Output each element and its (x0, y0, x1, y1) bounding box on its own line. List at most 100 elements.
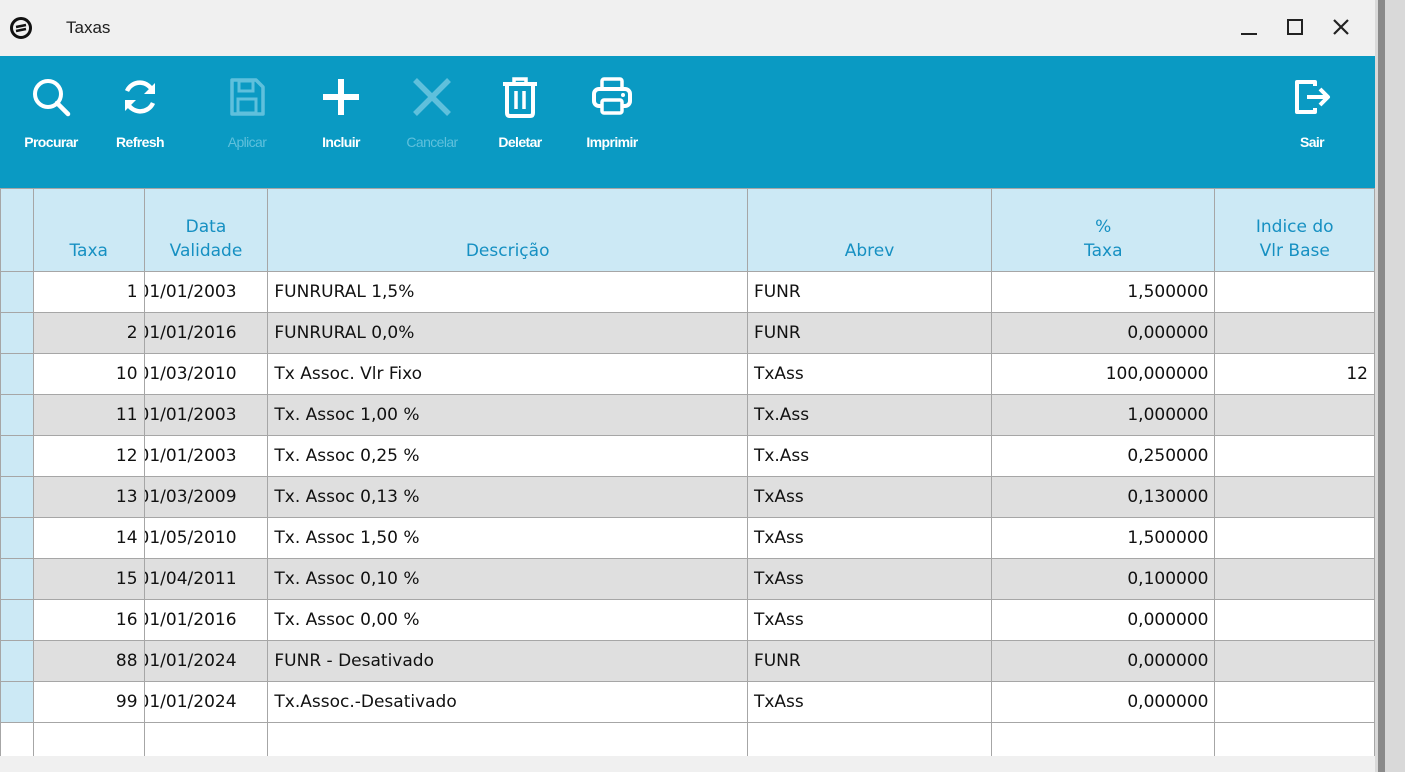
cell-abrev[interactable]: Tx.Ass (746, 435, 993, 477)
new-row[interactable] (0, 722, 1375, 756)
cell-pct[interactable]: 1,500000 (991, 271, 1216, 313)
maximize-button[interactable] (1278, 10, 1312, 44)
row-selector[interactable] (0, 722, 34, 756)
cell-abrev[interactable]: TxAss (746, 353, 993, 395)
delete-button[interactable]: Deletar (484, 56, 556, 188)
cell-data[interactable]: 01/01/2003 (143, 394, 269, 436)
search-button[interactable]: Procurar (12, 56, 90, 188)
cell-pct[interactable]: 0,000000 (991, 640, 1216, 682)
cell-indice[interactable] (1214, 394, 1375, 436)
cell-descricao[interactable]: Tx. Assoc 1,00 % (267, 394, 748, 436)
cell-data[interactable]: 01/01/2016 (143, 312, 269, 354)
cell-abrev[interactable]: TxAss (746, 517, 993, 559)
table-row[interactable]: 99 01/01/2024 Tx.Assoc.-Desativado TxAss 0,0… (0, 681, 1375, 723)
cell-indice[interactable] (1214, 640, 1375, 682)
cell-indice[interactable] (1214, 271, 1375, 313)
column-header-descricao[interactable]: Descrição (267, 188, 748, 272)
apply-button[interactable]: Aplicar (212, 56, 282, 188)
cell-descricao[interactable]: FUNRURAL 0,0% (267, 312, 748, 354)
cell-taxa[interactable]: 88 (32, 640, 145, 682)
table-row[interactable]: 14 01/05/2010 Tx. Assoc 1,50 % TxAss 1,50000… (0, 517, 1375, 559)
cell-pct[interactable]: 0,000000 (991, 599, 1216, 641)
table-row[interactable]: 88 01/01/2024 FUNR - Desativado FUNR 0,00000… (0, 640, 1375, 682)
table-row[interactable]: 16 01/01/2016 Tx. Assoc 0,00 % TxAss 0,00000… (0, 599, 1375, 641)
table-row[interactable]: 10 01/03/2010 Tx Assoc. Vlr Fixo TxAss 100,0… (0, 353, 1375, 395)
cell-abrev[interactable]: Tx.Ass (746, 394, 993, 436)
add-button[interactable]: Incluir (306, 56, 376, 188)
cell-abrev[interactable]: FUNR (746, 271, 993, 313)
cell-taxa[interactable]: 99 (32, 681, 145, 723)
cell-data[interactable]: 01/01/2016 (143, 599, 269, 641)
cell-abrev[interactable]: TxAss (746, 558, 993, 600)
cell-taxa[interactable]: 15 (32, 558, 145, 600)
cell-pct[interactable] (991, 722, 1216, 756)
cell-taxa[interactable]: 12 (32, 435, 145, 477)
cell-data[interactable]: 01/04/2011 (143, 558, 269, 600)
row-selector[interactable] (0, 476, 34, 518)
table-row[interactable]: 12 01/01/2003 Tx. Assoc 0,25 % Tx.Ass 0,2500… (0, 435, 1375, 477)
cell-descricao[interactable]: Tx. Assoc 0,13 % (267, 476, 748, 518)
cell-indice[interactable] (1214, 312, 1375, 354)
table-row[interactable]: 1 01/01/2003 FUNRURAL 1,5% FUNR 1,500000 (0, 271, 1375, 313)
exit-button[interactable]: Sair (1284, 56, 1340, 188)
minimize-button[interactable] (1232, 10, 1266, 44)
column-header-indice-vlr-base[interactable]: Indice do Vlr Base (1214, 188, 1375, 272)
cell-abrev[interactable]: FUNR (746, 312, 993, 354)
cell-data[interactable] (143, 722, 269, 756)
row-selector[interactable] (0, 394, 34, 436)
column-header-data-validade[interactable]: Data Validade (143, 188, 269, 272)
cell-descricao[interactable]: FUNRURAL 1,5% (267, 271, 748, 313)
cell-pct[interactable]: 100,000000 (991, 353, 1216, 395)
cell-taxa[interactable]: 14 (32, 517, 145, 559)
cell-data[interactable]: 01/03/2010 (143, 353, 269, 395)
row-selector[interactable] (0, 517, 34, 559)
cell-descricao[interactable]: Tx. Assoc 1,50 % (267, 517, 748, 559)
cell-indice[interactable] (1214, 476, 1375, 518)
row-selector[interactable] (0, 681, 34, 723)
cell-indice[interactable] (1214, 599, 1375, 641)
table-row[interactable]: 11 01/01/2003 Tx. Assoc 1,00 % Tx.Ass 1,0000… (0, 394, 1375, 436)
cell-indice[interactable] (1214, 681, 1375, 723)
cell-descricao[interactable]: Tx. Assoc 0,10 % (267, 558, 748, 600)
cell-pct[interactable]: 1,500000 (991, 517, 1216, 559)
cell-data[interactable]: 01/01/2003 (143, 435, 269, 477)
cell-descricao[interactable] (267, 722, 748, 756)
row-selector[interactable] (0, 271, 34, 313)
cell-descricao[interactable]: Tx. Assoc 0,25 % (267, 435, 748, 477)
column-header-abrev[interactable]: Abrev (746, 188, 993, 272)
cell-pct[interactable]: 0,000000 (991, 312, 1216, 354)
cell-taxa[interactable]: 2 (32, 312, 145, 354)
cell-abrev[interactable]: TxAss (746, 476, 993, 518)
cell-data[interactable]: 01/03/2009 (143, 476, 269, 518)
cell-pct[interactable]: 0,130000 (991, 476, 1216, 518)
cell-taxa[interactable]: 1 (32, 271, 145, 313)
column-header-percent-taxa[interactable]: % Taxa (991, 188, 1216, 272)
row-selector[interactable] (0, 558, 34, 600)
cell-indice[interactable] (1214, 558, 1375, 600)
cell-taxa[interactable]: 13 (32, 476, 145, 518)
cell-taxa[interactable] (32, 722, 145, 756)
cell-abrev[interactable]: TxAss (746, 599, 993, 641)
row-selector[interactable] (0, 640, 34, 682)
cell-taxa[interactable]: 11 (32, 394, 145, 436)
cell-descricao[interactable]: FUNR - Desativado (267, 640, 748, 682)
cell-descricao[interactable]: Tx. Assoc 0,00 % (267, 599, 748, 641)
cell-taxa[interactable]: 16 (32, 599, 145, 641)
row-selector[interactable] (0, 312, 34, 354)
cell-data[interactable]: 01/05/2010 (143, 517, 269, 559)
cell-indice[interactable] (1214, 722, 1375, 756)
cell-pct[interactable]: 0,000000 (991, 681, 1216, 723)
cell-indice[interactable] (1214, 517, 1375, 559)
cell-descricao[interactable]: Tx Assoc. Vlr Fixo (267, 353, 748, 395)
cell-indice[interactable]: 12 (1214, 353, 1375, 395)
column-header-taxa[interactable]: Taxa (32, 188, 145, 272)
table-row[interactable]: 15 01/04/2011 Tx. Assoc 0,10 % TxAss 0,10000… (0, 558, 1375, 600)
cell-abrev[interactable]: FUNR (746, 640, 993, 682)
row-selector[interactable] (0, 599, 34, 641)
cancel-button[interactable]: Cancelar (392, 56, 472, 188)
row-selector-header[interactable] (0, 188, 34, 272)
row-selector[interactable] (0, 353, 34, 395)
cell-data[interactable]: 01/01/2003 (143, 271, 269, 313)
cell-indice[interactable] (1214, 435, 1375, 477)
cell-data[interactable]: 01/01/2024 (143, 681, 269, 723)
